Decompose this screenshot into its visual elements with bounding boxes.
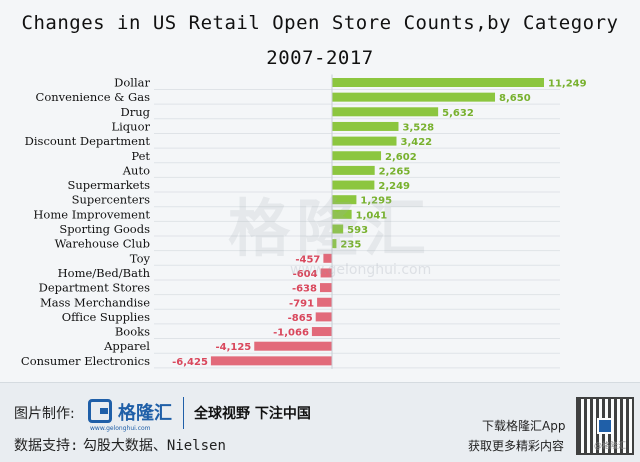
- category-label: Department Stores: [39, 281, 150, 295]
- category-label: Convenience & Gas: [36, 90, 151, 104]
- bar: [332, 151, 382, 161]
- data-label: 1,295: [360, 196, 392, 207]
- data-label: -6,425: [172, 357, 208, 368]
- bar: [332, 180, 375, 190]
- qr-logo-icon: [597, 418, 613, 434]
- category-label: Pet: [131, 149, 150, 163]
- bar: [332, 92, 496, 102]
- category-label: Dollar: [114, 76, 150, 90]
- bar: [315, 312, 332, 322]
- watermark-url: www.gelonghui.com: [290, 262, 432, 278]
- download-text: 下载格隆汇App: [482, 419, 566, 433]
- bar: [323, 253, 332, 263]
- category-label: Toy: [130, 251, 151, 265]
- data-label: 3,528: [402, 122, 434, 133]
- footer: 图片制作: 格隆汇 www.gelonghui.com 全球视野 下注中国 数据…: [0, 382, 640, 462]
- data-label: 2,265: [379, 166, 411, 177]
- data-label: -638: [292, 284, 317, 295]
- bar: [317, 297, 332, 307]
- bar: [332, 78, 544, 87]
- data-label: -865: [288, 313, 313, 324]
- data-label: 1,041: [356, 210, 388, 221]
- category-label: Liquor: [111, 119, 150, 133]
- bar: [332, 239, 337, 249]
- category-label: Books: [115, 325, 150, 339]
- category-label: Home Improvement: [33, 207, 150, 221]
- data-label: -604: [293, 269, 318, 280]
- slogan: 全球视野 下注中国: [194, 406, 311, 422]
- data-label: 2,249: [378, 181, 410, 192]
- bar: [332, 224, 344, 234]
- source-value: 勾股大数据、Nielsen: [82, 438, 226, 454]
- category-label: Auto: [122, 163, 150, 177]
- logo-name: 格隆汇: [118, 403, 172, 424]
- data-label: -791: [289, 298, 314, 309]
- bar: [332, 107, 439, 117]
- made-by-label: 图片制作:: [14, 406, 75, 422]
- category-label: Apparel: [103, 339, 150, 353]
- category-label: Supermarkets: [67, 178, 150, 192]
- data-label: 2,602: [385, 152, 417, 163]
- gelonghui-logo-icon: [88, 399, 112, 423]
- chart-subtitle: 2007-2017: [266, 47, 374, 69]
- source-line: 数据支持: 勾股大数据、Nielsen: [14, 435, 226, 455]
- category-label: Office Supplies: [62, 310, 150, 324]
- bar: [332, 195, 357, 205]
- category-label: Home/Bed/Bath: [58, 266, 151, 280]
- footer-divider: [183, 397, 184, 429]
- bar-chart: Dollar 11,249 Convenience & Gas 8,650 Drug 5,…: [21, 74, 587, 369]
- bar: [311, 327, 332, 337]
- download-subtext: 获取更多精彩内容: [468, 439, 565, 453]
- bar: [332, 136, 397, 146]
- corner-watermark: @格隆汇: [594, 441, 626, 450]
- category-label: Discount Department: [25, 134, 151, 148]
- data-label: 235: [340, 240, 361, 251]
- bar: [332, 209, 352, 219]
- category-label: Sporting Goods: [59, 222, 150, 236]
- data-label: 11,249: [548, 79, 587, 90]
- category-label: Consumer Electronics: [21, 354, 150, 368]
- watermark: 格隆汇: [228, 192, 433, 265]
- bar: [210, 356, 332, 366]
- source-label: 数据支持:: [14, 438, 79, 454]
- data-label: -457: [295, 254, 320, 265]
- bar: [254, 341, 332, 351]
- bar: [319, 283, 332, 293]
- category-label: Supercenters: [72, 193, 151, 207]
- data-label: -1,066: [273, 328, 309, 339]
- bar: [332, 121, 399, 131]
- bar: [332, 165, 375, 175]
- data-label: 3,422: [400, 137, 432, 148]
- data-label: -4,125: [215, 342, 251, 353]
- bar: [320, 268, 332, 278]
- data-label: 593: [347, 225, 368, 236]
- category-label: Warehouse Club: [55, 237, 150, 251]
- data-label: 5,632: [442, 108, 474, 119]
- logo-url: www.gelonghui.com: [90, 425, 151, 432]
- data-label: 8,650: [499, 93, 531, 104]
- category-label: Drug: [121, 105, 151, 119]
- chart-title: Changes in US Retail Open Store Counts,b…: [21, 12, 619, 34]
- category-label: Mass Merchandise: [40, 295, 150, 309]
